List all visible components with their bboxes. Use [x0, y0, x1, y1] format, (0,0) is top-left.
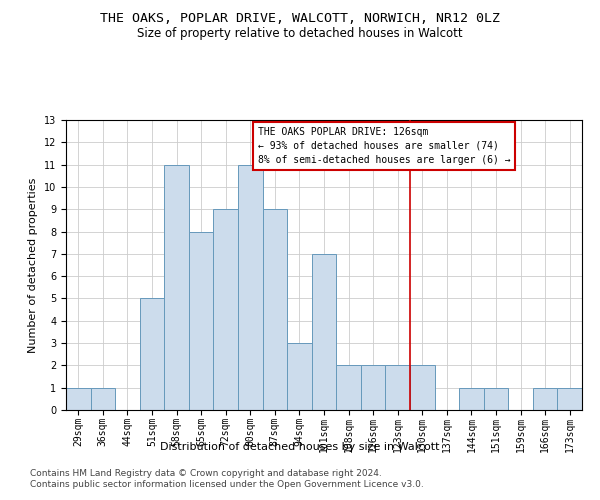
Bar [312, 254, 336, 410]
Bar [336, 366, 361, 410]
Y-axis label: Number of detached properties: Number of detached properties [28, 178, 38, 352]
Text: THE OAKS, POPLAR DRIVE, WALCOTT, NORWICH, NR12 0LZ: THE OAKS, POPLAR DRIVE, WALCOTT, NORWICH… [100, 12, 500, 26]
Bar [287, 343, 312, 410]
Bar [66, 388, 91, 410]
Bar [484, 388, 508, 410]
Text: Contains public sector information licensed under the Open Government Licence v3: Contains public sector information licen… [30, 480, 424, 489]
Bar [533, 388, 557, 410]
Text: THE OAKS POPLAR DRIVE: 126sqm
← 93% of detached houses are smaller (74)
8% of se: THE OAKS POPLAR DRIVE: 126sqm ← 93% of d… [257, 126, 510, 164]
Bar [263, 209, 287, 410]
Bar [385, 366, 410, 410]
Bar [214, 209, 238, 410]
Bar [557, 388, 582, 410]
Bar [164, 164, 189, 410]
Text: Distribution of detached houses by size in Walcott: Distribution of detached houses by size … [160, 442, 440, 452]
Bar [140, 298, 164, 410]
Bar [410, 366, 434, 410]
Text: Contains HM Land Registry data © Crown copyright and database right 2024.: Contains HM Land Registry data © Crown c… [30, 468, 382, 477]
Bar [91, 388, 115, 410]
Bar [238, 164, 263, 410]
Bar [189, 232, 214, 410]
Bar [361, 366, 385, 410]
Bar [459, 388, 484, 410]
Text: Size of property relative to detached houses in Walcott: Size of property relative to detached ho… [137, 28, 463, 40]
